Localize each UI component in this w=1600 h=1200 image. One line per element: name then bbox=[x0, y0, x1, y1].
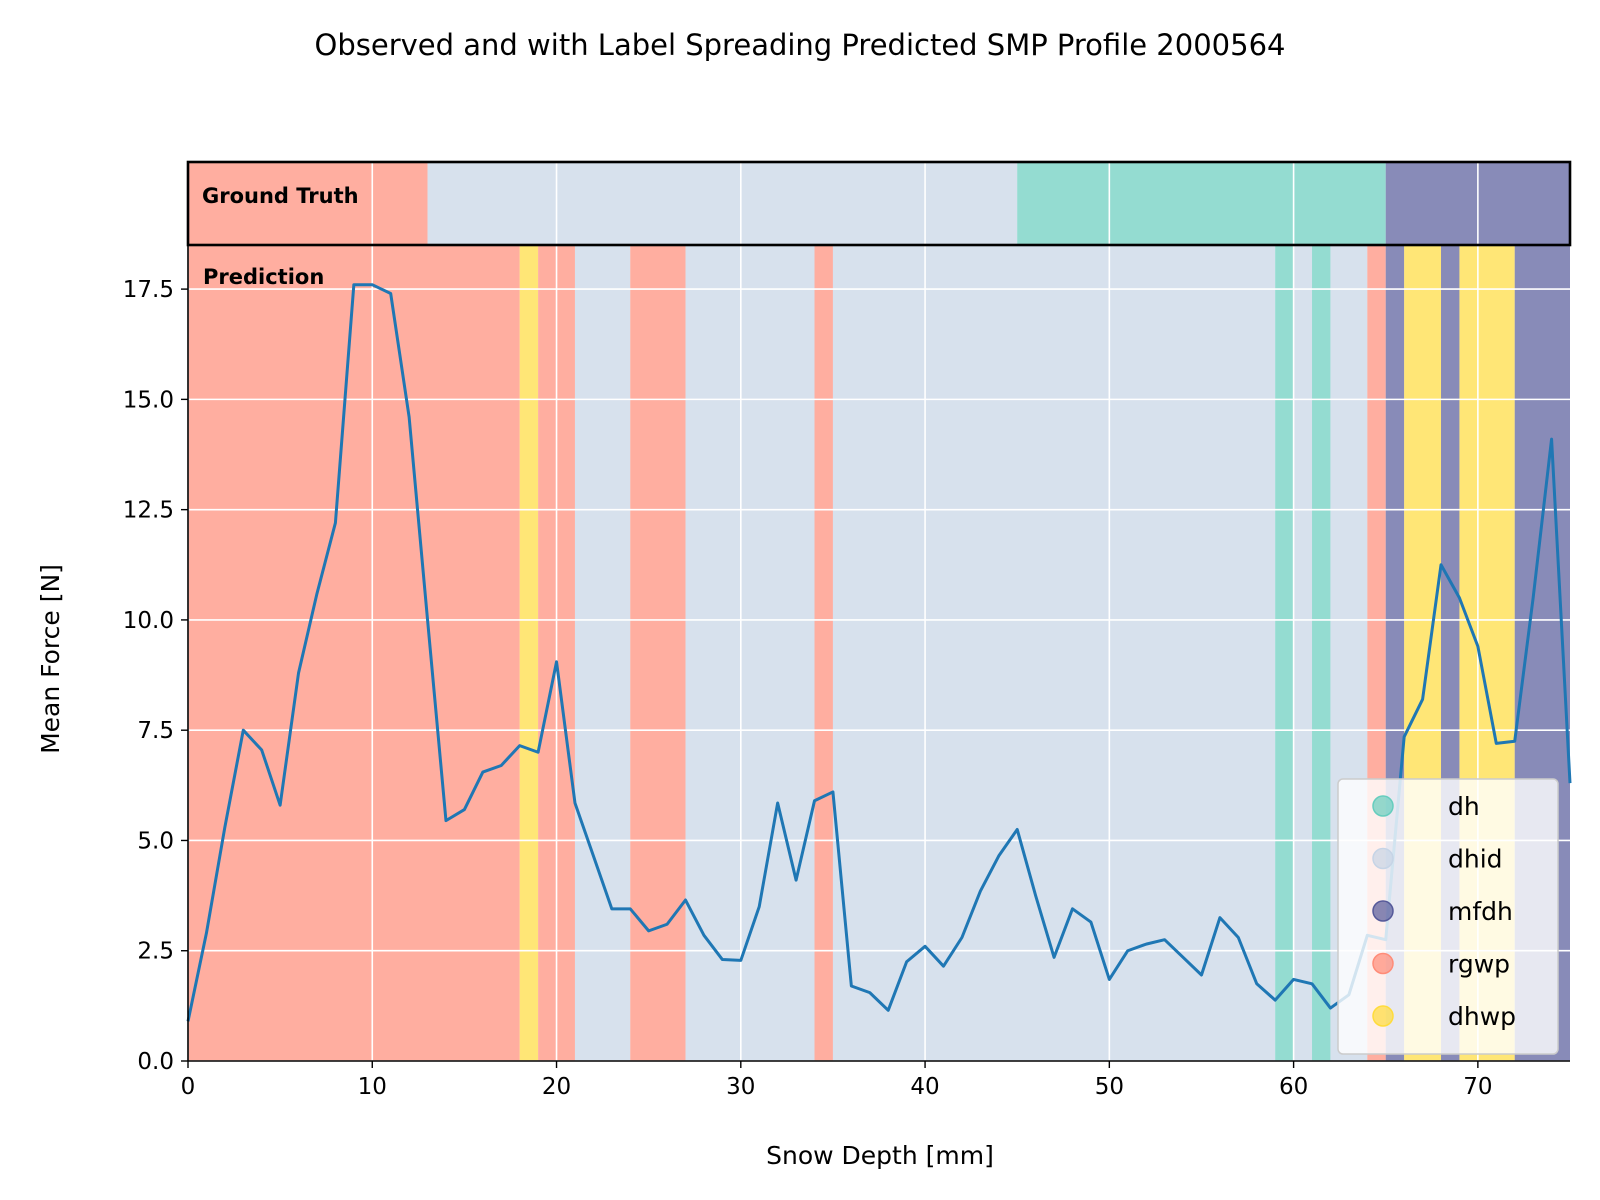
legend: dh dhid mfdh rgwp dhwp bbox=[1337, 778, 1559, 1055]
legend-label-dh: dh bbox=[1448, 792, 1480, 821]
prediction-segment-dh bbox=[1312, 245, 1331, 1061]
y-tick-label: 17.5 bbox=[123, 277, 174, 303]
y-tick-label: 0.0 bbox=[137, 1049, 174, 1075]
legend-marker-dhid bbox=[1372, 847, 1394, 870]
tick-layer: 0 10 20 30 40 50 60 70 0.0 2.5 5.0 7.5 10.0 12.5 15.0 1… bbox=[123, 277, 1493, 1100]
legend-marker-mfdh bbox=[1372, 900, 1394, 922]
legend-marker-dhwp bbox=[1372, 1005, 1394, 1027]
y-axis-label: Mean Force [N] bbox=[36, 564, 65, 754]
prediction-segment-rgwp bbox=[630, 245, 686, 1061]
prediction-label: Prediction bbox=[203, 265, 324, 289]
y-tick-label: 10.0 bbox=[123, 608, 174, 634]
x-tick-label: 0 bbox=[181, 1074, 196, 1100]
prediction-segment-dhwp bbox=[519, 245, 539, 1061]
x-tick-label: 10 bbox=[358, 1074, 387, 1100]
y-tick-label: 2.5 bbox=[137, 939, 174, 965]
legend-marker-rgwp bbox=[1372, 952, 1394, 975]
x-tick-label: 60 bbox=[1279, 1074, 1308, 1100]
y-tick-label: 15.0 bbox=[123, 387, 174, 413]
x-tick-label: 30 bbox=[726, 1074, 755, 1100]
legend-label-mfdh: mfdh bbox=[1448, 897, 1513, 926]
x-tick-label: 50 bbox=[1095, 1074, 1124, 1100]
ground-truth-strip bbox=[188, 162, 1570, 245]
ground-truth-label: Ground Truth bbox=[202, 184, 359, 208]
ground-truth-segment-dh bbox=[1017, 162, 1386, 245]
prediction-segment-dhid bbox=[1293, 245, 1313, 1061]
legend-box bbox=[1337, 778, 1559, 1055]
y-tick-label: 7.5 bbox=[137, 718, 174, 744]
y-tick-label: 12.5 bbox=[123, 498, 174, 524]
prediction-segment-dhid bbox=[685, 245, 815, 1061]
x-axis-label: Snow Depth [mm] bbox=[766, 1141, 994, 1170]
ground-truth-frame bbox=[186, 160, 1572, 247]
legend-label-dhwp: dhwp bbox=[1448, 1002, 1516, 1031]
prediction-segment-dhid bbox=[574, 245, 631, 1061]
legend-label-dhid: dhid bbox=[1448, 845, 1503, 874]
prediction-segment-rgwp bbox=[188, 245, 520, 1061]
ground-truth-segment-rgwp bbox=[188, 162, 428, 245]
prediction-segment-dh bbox=[1275, 245, 1294, 1061]
legend-marker-dh bbox=[1372, 795, 1394, 817]
legend-label-rgwp: rgwp bbox=[1448, 950, 1510, 979]
prediction-segment-dhid bbox=[832, 245, 1276, 1061]
x-tick-label: 40 bbox=[910, 1074, 939, 1100]
ground-truth-segment-dhid bbox=[427, 162, 1018, 245]
chart-title: Observed and with Label Spreading Predic… bbox=[315, 28, 1286, 62]
prediction-segment-rgwp bbox=[814, 245, 833, 1061]
x-tick-label: 20 bbox=[542, 1074, 571, 1100]
x-tick-label: 70 bbox=[1463, 1074, 1492, 1100]
y-tick-label: 5.0 bbox=[137, 828, 174, 854]
axes-frames bbox=[186, 160, 1572, 1062]
